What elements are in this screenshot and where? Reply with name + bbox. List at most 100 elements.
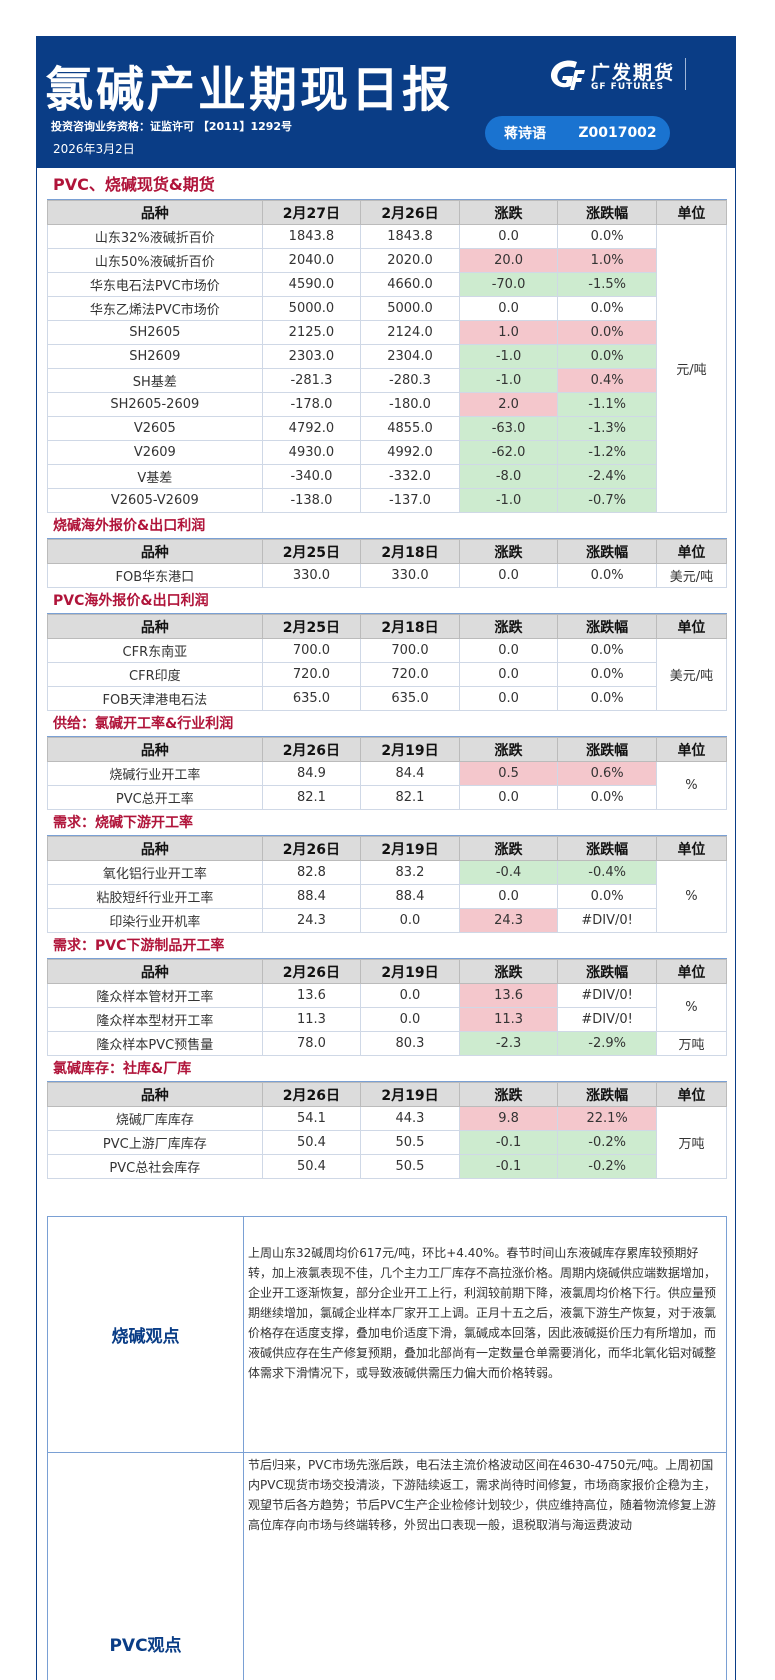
cell-pct: 0.6% [557, 761, 657, 786]
table-row: FOB华东港口 330.0 330.0 0.0 0.0% 美元/吨 [47, 563, 728, 588]
unit-cell: 美元/吨 [655, 638, 728, 711]
cell-v2: 50.5 [360, 1130, 460, 1155]
report-header: 氯碱产业期现日报 投资咨询业务资格：证监许可 【2011】1292号 2026年… [37, 36, 735, 168]
cell-pct: 0.0% [557, 320, 657, 345]
cell-chg: -70.0 [458, 272, 559, 297]
unit-cell: 万吨 [655, 1106, 728, 1179]
cell-v2: -332.0 [360, 464, 460, 489]
cell-v1: 4792.0 [261, 416, 362, 441]
data-tables: PVC、烧碱现货&期货 品种 2月27日 2月26日 涨跌 涨跌幅 单位 山东32%液碱折百价… [47, 170, 728, 1179]
table-header-row: 品种 2月26日 2月19日 涨跌 涨跌幅 单位 [47, 737, 728, 762]
cell-v2: 330.0 [360, 563, 460, 588]
table-row: 隆众样本型材开工率 11.3 0.0 11.3 #DIV/0! [47, 1007, 727, 1032]
cell-chg: 0.0 [458, 662, 559, 687]
cell-name: 隆众样本PVC预售量 [47, 1031, 263, 1056]
cell-chg: 24.3 [458, 908, 559, 933]
column-header: 2月26日 [360, 200, 460, 225]
cell-pct: -1.5% [557, 272, 657, 297]
cell-v2: -180.0 [360, 392, 460, 417]
cell-pct: 0.0% [557, 884, 657, 909]
column-header: 品种 [47, 1082, 263, 1107]
cell-chg: 0.0 [458, 638, 559, 663]
cell-v1: 78.0 [261, 1031, 362, 1056]
cell-pct: #DIV/0! [557, 1007, 657, 1032]
cell-pct: #DIV/0! [557, 908, 657, 933]
cell-v2: 2304.0 [360, 344, 460, 369]
data-table: 品种 2月26日 2月19日 涨跌 涨跌幅 单位 氧化铝行业开工率 82.8 83.2 -0.4-… [47, 836, 728, 933]
cell-v1: 700.0 [261, 638, 362, 663]
cell-chg: 11.3 [458, 1007, 559, 1032]
cell-v2: 1843.8 [360, 224, 460, 249]
cell-v1: 84.9 [261, 761, 362, 786]
cell-v2: 88.4 [360, 884, 460, 909]
cell-v1: 635.0 [261, 686, 362, 711]
cell-chg: -62.0 [458, 440, 559, 465]
cell-v2: 2124.0 [360, 320, 460, 345]
cell-pct: 0.0% [557, 224, 657, 249]
section-title: 氯碱库存：社库&厂库 [47, 1056, 727, 1082]
cell-pct: -2.4% [557, 464, 657, 489]
cell-name: 烧碱行业开工率 [47, 761, 263, 786]
cell-pct: -1.2% [557, 440, 657, 465]
cell-name: PVC上游厂库库存 [47, 1130, 263, 1155]
table-row: 隆众样本管材开工率 13.6 0.0 13.6 #DIV/0!% [47, 983, 728, 1032]
column-header: 涨跌幅 [557, 737, 657, 762]
table-row: SH2609 2303.0 2304.0 -1.0 0.0% [47, 344, 727, 369]
cell-v2: 2020.0 [360, 248, 460, 273]
views-block: 烧碱观点 上周山东32碱周均价617元/吨，环比+4.40%。春节时间山东液碱库… [47, 1216, 727, 1680]
cell-chg: -1.0 [458, 344, 559, 369]
cell-v1: 2040.0 [261, 248, 362, 273]
cell-name: 隆众样本型材开工率 [47, 1007, 263, 1032]
cell-v2: 50.5 [360, 1154, 460, 1179]
cell-v1: 50.4 [261, 1130, 362, 1155]
table-row: 华东乙烯法PVC市场价 5000.0 5000.0 0.0 0.0% [47, 296, 727, 321]
table-row: 印染行业开机率 24.3 0.0 24.3 #DIV/0! [47, 908, 727, 933]
column-header: 单位 [655, 959, 728, 984]
column-header: 涨跌幅 [557, 959, 657, 984]
analyst-name: 蒋诗语 [504, 126, 546, 142]
table-row: 烧碱行业开工率 84.9 84.4 0.5 0.6%% [47, 761, 728, 810]
table-row: CFR东南亚 700.0 700.0 0.0 0.0% 美元/吨 [47, 638, 728, 711]
unit-cell: % [655, 860, 728, 933]
column-header: 2月18日 [360, 614, 460, 639]
column-header: 涨跌幅 [557, 836, 657, 861]
cell-v2: 84.4 [360, 761, 460, 786]
analyst-id: Z0017002 [578, 125, 657, 141]
column-header: 2月26日 [261, 836, 362, 861]
table-row: 烧碱厂库库存 54.1 44.3 9.8 22.1% 万吨 [47, 1106, 728, 1179]
cell-pct: -0.2% [557, 1130, 657, 1155]
data-table: 品种 2月26日 2月19日 涨跌 涨跌幅 单位 隆众样本管材开工率 13.6 0.0 13.6 #… [47, 959, 728, 1056]
cell-name: SH2605-2609 [47, 392, 263, 417]
cell-pct: -1.1% [557, 392, 657, 417]
column-header: 涨跌幅 [557, 1082, 657, 1107]
column-header: 2月19日 [360, 836, 460, 861]
unit-cell: % [655, 983, 728, 1032]
cell-name: 隆众样本管材开工率 [47, 983, 263, 1008]
cell-chg: 0.0 [458, 785, 559, 810]
table-row: 华东电石法PVC市场价 4590.0 4660.0 -70.0 -1.5% [47, 272, 727, 297]
column-header: 涨跌幅 [557, 539, 657, 564]
table-row: 山东50%液碱折百价 2040.0 2020.0 20.0 1.0% [47, 248, 727, 273]
cell-pct: 0.0% [557, 344, 657, 369]
cell-v2: 82.1 [360, 785, 460, 810]
cell-v1: 4930.0 [261, 440, 362, 465]
caustic-view-row: 烧碱观点 上周山东32碱周均价617元/吨，环比+4.40%。春节时间山东液碱库… [48, 1217, 726, 1453]
column-header: 品种 [47, 836, 263, 861]
cell-v1: 24.3 [261, 908, 362, 933]
column-header: 2月19日 [360, 1082, 460, 1107]
column-header: 涨跌幅 [557, 200, 657, 225]
column-header: 涨跌 [458, 539, 559, 564]
data-table: 品种 2月25日 2月18日 涨跌 涨跌幅 单位 CFR东南亚 700.0 700.0 0.0 0.… [47, 614, 728, 711]
cell-name: 粘胶短纤行业开工率 [47, 884, 263, 909]
license-text: 投资咨询业务资格：证监许可 【2011】1292号 [51, 120, 293, 133]
column-header: 品种 [47, 614, 263, 639]
cell-chg: -0.4 [458, 860, 559, 885]
column-header: 单位 [655, 836, 728, 861]
cell-name: SH2609 [47, 344, 263, 369]
data-table: 品种 2月26日 2月19日 涨跌 涨跌幅 单位 烧碱厂库库存 54.1 44.3 9.8 22.1… [47, 1082, 728, 1179]
table-row: V2605-V2609 -138.0 -137.0 -1.0 -0.7% [47, 488, 727, 513]
cell-name: V2609 [47, 440, 263, 465]
cell-chg: 20.0 [458, 248, 559, 273]
cell-name: V2605-V2609 [47, 488, 263, 513]
cell-pct: 1.0% [557, 248, 657, 273]
